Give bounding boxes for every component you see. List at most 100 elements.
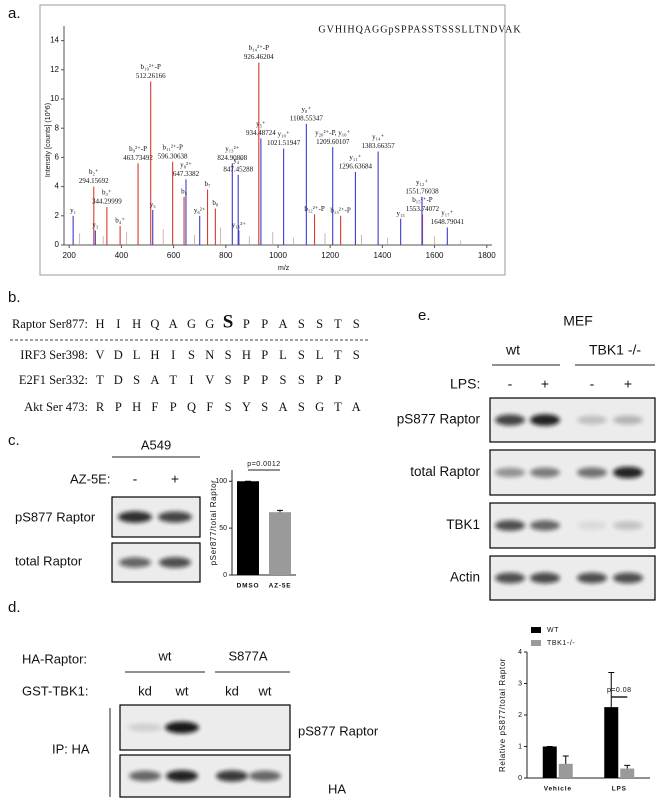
residue: S <box>298 348 305 362</box>
panel-label: c. <box>8 432 20 449</box>
residue: P <box>243 373 250 387</box>
x-tick-label: Vehicle <box>544 786 572 793</box>
residue: G <box>187 317 196 331</box>
peak-ion-label: b₁₅²⁺-P <box>412 196 433 204</box>
y-tick-label: 10 <box>50 94 59 103</box>
panel-label: d. <box>8 599 21 616</box>
residue: S <box>225 348 232 362</box>
ip-label: IP: HA <box>52 741 90 756</box>
peak-mz-label: 463.73492 <box>123 154 153 162</box>
residue: P <box>261 373 268 387</box>
cell-line: A549 <box>141 437 171 452</box>
blot-band <box>530 467 560 478</box>
lane-label: kd <box>138 683 152 698</box>
peak-ion-label: y₆²⁺ <box>194 206 206 214</box>
blot-band <box>495 520 525 531</box>
peak-mz-label: 512.26166 <box>136 72 166 80</box>
blot-band <box>216 770 248 782</box>
lane-label: - <box>590 376 595 392</box>
residue: D <box>114 373 123 387</box>
lane-label: + <box>624 376 632 392</box>
y-tick-label: 1 <box>518 743 522 750</box>
bar <box>558 763 573 778</box>
residue: S <box>223 311 234 332</box>
residue: R <box>96 400 105 414</box>
peak-ion-label: y₁₅ <box>396 209 405 217</box>
peak-ion-label: b₄⁺ <box>115 217 125 225</box>
peak-ion-label: y₁₂⁺ <box>416 178 428 186</box>
x-tick-label: DMSO <box>237 583 260 590</box>
peak-ion-label: b₁₃²⁺-P <box>330 206 351 214</box>
residue: P <box>316 373 323 387</box>
residue: F <box>151 400 158 414</box>
blot-label: TBK1 <box>446 517 480 532</box>
legend-swatch <box>531 627 541 633</box>
blot-band <box>495 467 525 478</box>
residue: H <box>132 317 141 331</box>
blot-band <box>577 415 607 425</box>
peak-ion-label: y₁₇⁺ <box>441 209 453 217</box>
peak-ion-label: b₁₁²⁺-P <box>162 143 183 151</box>
x-tick-label: 1600 <box>426 251 444 260</box>
sequence-name: Raptor Ser877: <box>12 317 88 331</box>
residue: P <box>261 348 268 362</box>
residue: S <box>280 373 287 387</box>
residue: T <box>334 400 342 414</box>
residue: H <box>150 348 159 362</box>
y-tick-label: 4 <box>55 182 60 191</box>
y-tick-label: 2 <box>55 211 60 220</box>
peak-ion-label: b₇ <box>205 180 212 188</box>
x-tick-label: 600 <box>167 251 181 260</box>
lane-label: wt <box>175 683 189 698</box>
peak-ion-label: y₁₁⁺ <box>349 154 361 162</box>
peak-mz-label: 1021.51947 <box>267 139 301 147</box>
residue: H <box>95 317 104 331</box>
blot-band <box>158 511 192 523</box>
error-bar <box>608 671 615 708</box>
residue: S <box>298 373 305 387</box>
residue: A <box>169 317 178 331</box>
panel-label: b. <box>8 289 21 306</box>
peak-mz-label: 647.3382 <box>173 170 200 178</box>
peak-mz-label: 1383.66357 <box>362 142 396 150</box>
bar <box>269 512 291 575</box>
peak-mz-label: 934.48724 <box>246 129 276 137</box>
y-axis-label: pSer877/total Raptor <box>209 480 218 566</box>
residue: L <box>316 348 324 362</box>
residue: G <box>315 400 324 414</box>
peak-ion-label: y₄⁺ <box>233 157 243 165</box>
residue: P <box>334 373 341 387</box>
x-tick-label: 200 <box>63 251 77 260</box>
blot-band <box>577 572 607 584</box>
peak-ion-label: y₁₀⁺ <box>278 130 290 138</box>
blot-band <box>166 770 198 782</box>
annotation: p=0.0012 <box>247 461 280 468</box>
peak-mz-label: 1209.60107 <box>316 138 350 146</box>
residue: P <box>261 317 268 331</box>
group-label: S877A <box>228 648 267 663</box>
blot-band <box>159 557 191 568</box>
blot-label: HA <box>328 781 346 796</box>
y-axis-label: Relative pS877/total Raptor <box>498 658 507 772</box>
residue: S <box>353 348 360 362</box>
y-tick-label: 0 <box>55 240 60 249</box>
peak-ion-label: y₁₆²⁺ <box>232 221 246 229</box>
peak-ion-label: y₂₀²⁺-P, y₁₀⁺ <box>315 129 351 137</box>
peak-ion-label: y₃ <box>92 221 99 229</box>
peak-ion-label: b₂⁺ <box>89 168 99 176</box>
treatment-label: LPS: <box>450 376 480 392</box>
peak-mz-label: 847.45288 <box>223 166 253 174</box>
error-bar <box>624 764 631 769</box>
legend-label: TBK1-/- <box>547 640 575 647</box>
blot-band <box>495 572 525 584</box>
residue: T <box>334 317 342 331</box>
residue: G <box>205 317 214 331</box>
residue: S <box>133 373 140 387</box>
x-tick-label: 400 <box>115 251 129 260</box>
lane-label: + <box>171 471 179 487</box>
blot-label: pS877 Raptor <box>298 723 379 738</box>
blot-band <box>530 572 560 584</box>
peptide-sequence: GVHIHQAGGpSPPASSTSSSLLTNDVAK <box>318 24 521 35</box>
residue: I <box>171 348 175 362</box>
blot-band <box>118 511 152 523</box>
